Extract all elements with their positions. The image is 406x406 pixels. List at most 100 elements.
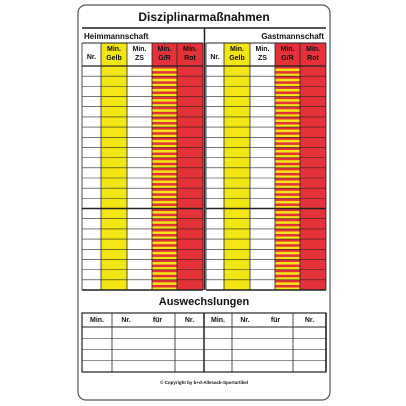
stripe bbox=[275, 157, 300, 161]
column-header: Rot bbox=[307, 55, 319, 62]
stripe bbox=[152, 228, 177, 232]
column-header: Rot bbox=[184, 55, 196, 62]
stripe bbox=[152, 239, 177, 242]
column-fill bbox=[224, 43, 250, 290]
stripe bbox=[275, 81, 300, 84]
column-header: Min. bbox=[306, 46, 320, 53]
stripe bbox=[275, 111, 300, 115]
stripe bbox=[275, 259, 300, 262]
column-fill bbox=[177, 43, 203, 290]
subs-header: Nr. bbox=[185, 317, 194, 324]
stripe bbox=[275, 239, 300, 242]
stripe bbox=[152, 259, 177, 262]
stripe bbox=[152, 116, 177, 120]
column-header: ZS bbox=[135, 55, 144, 62]
stripe bbox=[152, 71, 177, 74]
stripe bbox=[152, 178, 177, 181]
column-fill bbox=[300, 43, 326, 290]
stripe bbox=[152, 81, 177, 84]
stripe bbox=[275, 71, 300, 74]
column-header: Nr. bbox=[210, 54, 219, 61]
column-header: Nr. bbox=[87, 54, 96, 61]
stripe bbox=[152, 274, 177, 278]
stripe bbox=[275, 167, 300, 171]
header-cell bbox=[275, 43, 300, 290]
stripe bbox=[152, 162, 177, 166]
column-header: Min. bbox=[183, 46, 197, 53]
stripe bbox=[275, 223, 300, 227]
subs-header: Min. bbox=[90, 317, 104, 324]
column-fill bbox=[101, 43, 127, 290]
stripe bbox=[152, 86, 177, 89]
column-header: Gelb bbox=[106, 55, 122, 62]
stripe bbox=[152, 249, 177, 252]
stripe bbox=[152, 218, 177, 222]
stripe bbox=[152, 284, 177, 288]
stripe bbox=[152, 101, 177, 105]
stripe bbox=[275, 254, 300, 257]
home-team: Heimmannschaft bbox=[84, 32, 149, 41]
stripe bbox=[152, 223, 177, 227]
subs-header: für bbox=[153, 317, 163, 324]
stripe bbox=[152, 142, 177, 145]
header-cell bbox=[152, 43, 177, 290]
stripe bbox=[152, 132, 177, 135]
stripe bbox=[275, 122, 300, 125]
stripe bbox=[275, 213, 300, 217]
stripe bbox=[275, 228, 300, 232]
stripe bbox=[152, 111, 177, 115]
column-header: ZS bbox=[258, 55, 267, 62]
title: Disziplinarmaßnahmen bbox=[138, 10, 269, 24]
stripe bbox=[275, 101, 300, 105]
column-header: G/R bbox=[281, 55, 293, 62]
stripe bbox=[275, 249, 300, 252]
stripe bbox=[275, 116, 300, 120]
stripe bbox=[275, 91, 300, 94]
copyright: © Copyright by b+d-Allesack-Sportartikel bbox=[160, 379, 248, 385]
stripe bbox=[275, 279, 300, 283]
stripe bbox=[275, 106, 300, 110]
stripe bbox=[152, 208, 177, 212]
subs-header: für bbox=[271, 317, 281, 324]
subs-header: Nr. bbox=[240, 317, 249, 324]
stripe bbox=[275, 76, 300, 79]
stripe bbox=[275, 178, 300, 181]
subs-header: Min. bbox=[211, 317, 225, 324]
stripe bbox=[152, 167, 177, 171]
stripe bbox=[275, 132, 300, 135]
stripe bbox=[152, 234, 177, 237]
stripe bbox=[275, 203, 300, 206]
stripe bbox=[275, 284, 300, 288]
stripe bbox=[152, 137, 177, 140]
stripe bbox=[152, 269, 177, 273]
stripe bbox=[152, 106, 177, 110]
stripe bbox=[152, 172, 177, 176]
stripe bbox=[152, 254, 177, 257]
stripe bbox=[152, 193, 177, 196]
stripe bbox=[275, 208, 300, 212]
column-header: G/R bbox=[158, 55, 170, 62]
stripe bbox=[275, 127, 300, 130]
stripe bbox=[275, 183, 300, 186]
stripe bbox=[275, 162, 300, 166]
stripe bbox=[275, 137, 300, 140]
stripe bbox=[275, 274, 300, 278]
subs-title: Auswechslungen bbox=[159, 296, 250, 308]
stripe bbox=[152, 188, 177, 191]
column-header: Gelb bbox=[229, 55, 245, 62]
away-team: Gastmannschaft bbox=[261, 32, 324, 41]
stripe bbox=[275, 86, 300, 89]
stripe bbox=[275, 172, 300, 176]
stripe bbox=[275, 193, 300, 196]
stripe bbox=[152, 91, 177, 94]
stripe bbox=[275, 264, 300, 268]
stripe bbox=[152, 198, 177, 201]
stripe bbox=[152, 96, 177, 100]
column-header: Min. bbox=[256, 46, 270, 53]
header-cell bbox=[275, 43, 300, 66]
column-header: Min. bbox=[158, 46, 172, 53]
stripe bbox=[152, 183, 177, 186]
stripe bbox=[275, 218, 300, 222]
stripe bbox=[275, 198, 300, 201]
